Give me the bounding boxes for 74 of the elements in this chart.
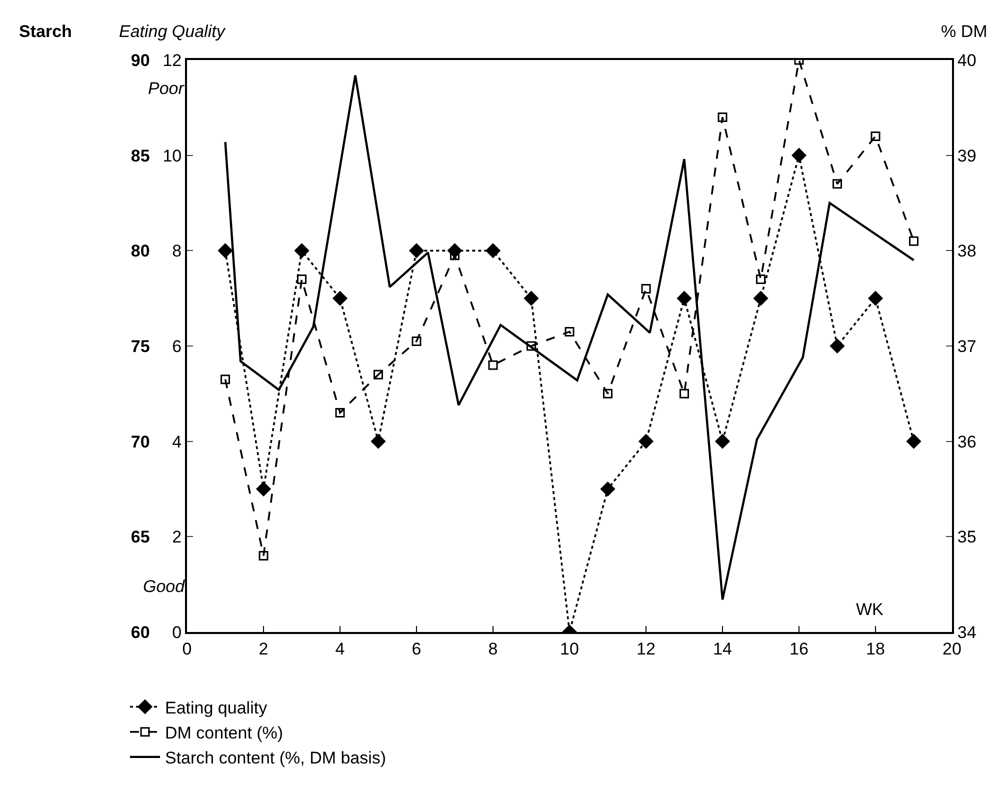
y3-tick-label: 65 [130, 528, 150, 547]
y-tick-label: 2 [172, 528, 182, 547]
x-tick-label: 6 [412, 639, 422, 658]
y-tick-label: 0 [172, 622, 182, 642]
y2-tick-label: 36 [957, 432, 976, 452]
point [409, 243, 424, 258]
legend-label: DM content (%) [165, 723, 284, 742]
point [332, 291, 348, 306]
point [603, 388, 613, 398]
point [754, 291, 768, 306]
point [756, 274, 766, 284]
text: Poor [148, 79, 186, 98]
point [792, 148, 806, 163]
point [832, 179, 842, 189]
point [218, 243, 233, 258]
point [335, 408, 345, 418]
text: Good [143, 577, 186, 596]
point [412, 336, 422, 346]
x-tick-label: 4 [335, 639, 345, 658]
point [371, 434, 386, 449]
point [638, 434, 654, 449]
y-tick-label: 10 [162, 146, 182, 166]
point [868, 291, 883, 306]
point [486, 243, 500, 258]
x-tick-label: 2 [258, 639, 268, 658]
y-axis-title: Eating Quality [119, 22, 226, 41]
y3-tick-label: 70 [130, 432, 150, 452]
point [258, 550, 268, 560]
point [220, 374, 230, 384]
y-tick-label: 8 [172, 242, 182, 261]
point [526, 341, 536, 351]
y3-tick-label: 80 [130, 242, 150, 261]
y2-tick-label: 37 [957, 336, 976, 356]
annotation: WK [856, 600, 884, 619]
x-tick-label: 12 [636, 639, 656, 658]
y3-tick-label: 75 [130, 336, 150, 356]
x-tick-label: 8 [488, 639, 498, 658]
y2-axis-title: % DM [941, 22, 988, 41]
x-tick-label: 16 [790, 639, 808, 658]
point [715, 434, 730, 449]
y2-tick-label: 38 [957, 242, 976, 261]
point [718, 112, 728, 122]
y2-tick-label: 39 [957, 146, 976, 166]
legend-label: Starch content (%, DM basis) [165, 748, 386, 768]
point [294, 243, 310, 258]
point [564, 326, 574, 336]
point [906, 434, 922, 449]
y-tick-label: 6 [172, 336, 182, 356]
y3-tick-label: 85 [130, 146, 150, 166]
point [374, 370, 384, 380]
point [680, 388, 690, 398]
y3-tick-label: 60 [130, 622, 150, 642]
x-tick-label: 20 [942, 639, 962, 658]
legend-label: Eating quality [165, 698, 268, 718]
point [297, 274, 307, 284]
point [870, 132, 880, 142]
x-tick-label: 14 [713, 639, 732, 658]
y-tick-label: 4 [172, 432, 182, 452]
x-tick-label: 18 [866, 639, 885, 658]
x-tick-label: 10 [560, 639, 579, 658]
point [641, 284, 651, 294]
y2-tick-label: 35 [957, 528, 976, 547]
point [830, 338, 845, 354]
y2-tick-label: 40 [957, 50, 976, 70]
point [524, 291, 539, 306]
point [256, 482, 271, 496]
point [909, 236, 919, 246]
y3-tick-label: 90 [130, 50, 150, 70]
y-tick-label: 12 [162, 50, 182, 70]
y2-tick-label: 34 [957, 622, 976, 642]
point [488, 360, 498, 370]
point [600, 482, 616, 496]
point [677, 291, 692, 306]
y3-axis-title: Starch [19, 22, 72, 41]
